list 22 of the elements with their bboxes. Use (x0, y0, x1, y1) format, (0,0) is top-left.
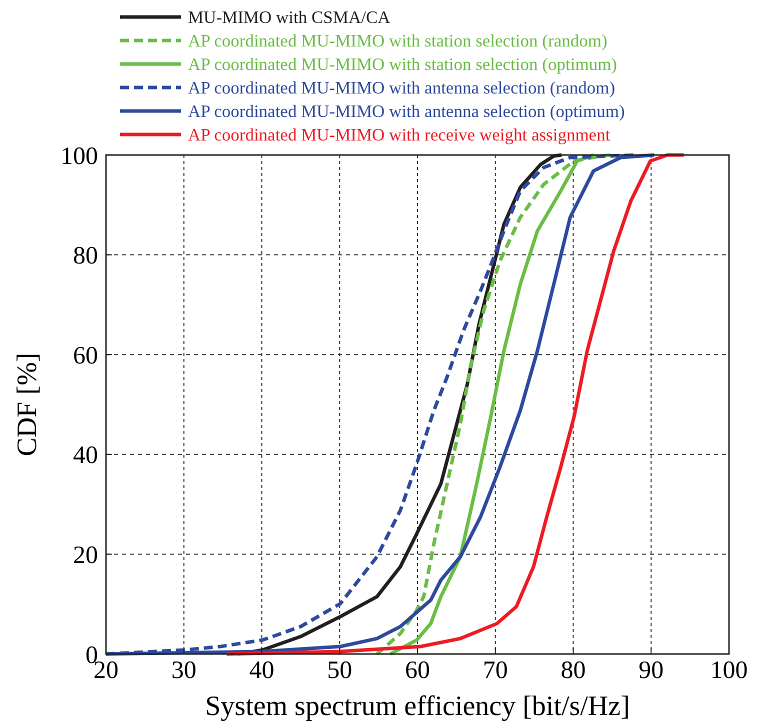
x-axis-title: System spectrum efficiency [bit/s/Hz] (205, 691, 630, 722)
legend-label: AP coordinated MU-MIMO with station selection (random) (188, 30, 608, 51)
x-tick-label: 40 (249, 657, 274, 684)
x-tick-label: 70 (482, 657, 508, 684)
y-tick-label: 80 (73, 242, 98, 270)
y-axis-title: CDF [%] (12, 352, 43, 456)
x-tick-label: 80 (560, 657, 586, 684)
x-tick-label: 30 (171, 657, 196, 684)
legend-label: AP coordinated MU-MIMO with antenna selection (optimum) (188, 101, 625, 122)
legend-label: AP coordinated MU-MIMO with receive weight assignment (188, 124, 610, 145)
legend-label: AP coordinated MU-MIMO with antenna selection (random) (188, 78, 616, 98)
x-tick-label: 90 (638, 657, 664, 684)
legend-label: MU-MIMO with CSMA/CA (188, 7, 391, 28)
legend-label: AP coordinated MU-MIMO with station selection (optimum) (188, 54, 618, 74)
x-tick-label: 60 (405, 657, 430, 684)
line-series (224, 153, 686, 656)
x-tick-label: 100 (710, 657, 748, 684)
x-tick-label: 50 (327, 657, 352, 684)
y-tick-label: 100 (60, 142, 98, 170)
y-tick-label: 60 (73, 342, 98, 370)
y-tick-label: 40 (73, 442, 98, 470)
y-tick-label: 20 (73, 542, 98, 569)
